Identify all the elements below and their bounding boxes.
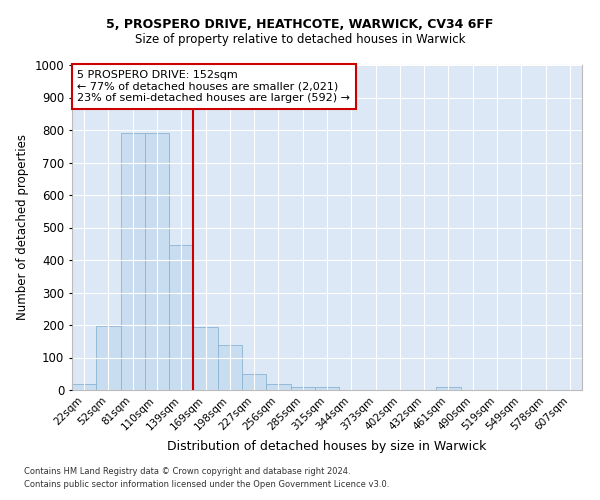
Bar bbox=[169, 246, 193, 390]
Text: Contains public sector information licensed under the Open Government Licence v3: Contains public sector information licen… bbox=[24, 480, 389, 489]
Bar bbox=[266, 384, 290, 390]
Bar bbox=[315, 387, 339, 390]
Text: Size of property relative to detached houses in Warwick: Size of property relative to detached ho… bbox=[135, 32, 465, 46]
Bar bbox=[290, 387, 315, 390]
Bar bbox=[218, 344, 242, 390]
X-axis label: Distribution of detached houses by size in Warwick: Distribution of detached houses by size … bbox=[167, 440, 487, 453]
Text: 5, PROSPERO DRIVE, HEATHCOTE, WARWICK, CV34 6FF: 5, PROSPERO DRIVE, HEATHCOTE, WARWICK, C… bbox=[106, 18, 494, 30]
Bar bbox=[96, 326, 121, 390]
Bar bbox=[121, 133, 145, 390]
Bar bbox=[72, 384, 96, 390]
Bar bbox=[436, 387, 461, 390]
Bar bbox=[145, 133, 169, 390]
Bar bbox=[242, 374, 266, 390]
Text: 5 PROSPERO DRIVE: 152sqm
← 77% of detached houses are smaller (2,021)
23% of sem: 5 PROSPERO DRIVE: 152sqm ← 77% of detach… bbox=[77, 70, 350, 103]
Bar bbox=[193, 326, 218, 390]
Text: Contains HM Land Registry data © Crown copyright and database right 2024.: Contains HM Land Registry data © Crown c… bbox=[24, 467, 350, 476]
Y-axis label: Number of detached properties: Number of detached properties bbox=[16, 134, 29, 320]
